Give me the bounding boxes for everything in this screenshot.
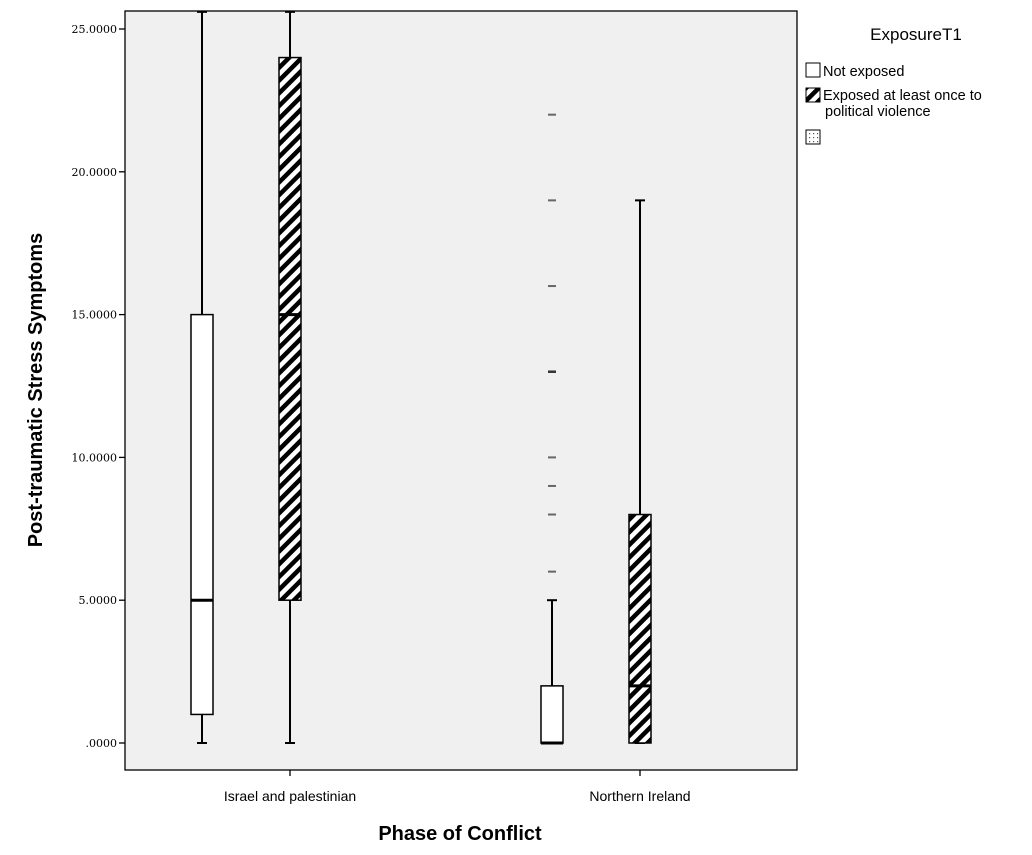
legend-title: ExposureT1 bbox=[870, 25, 962, 44]
box-body bbox=[278, 56, 302, 601]
y-tick-label: .0000 bbox=[86, 737, 118, 750]
x-tick-label: Israel and palestinian bbox=[224, 788, 356, 804]
y-tick-label: 25.0000 bbox=[72, 23, 118, 36]
y-axis: .0000 5.0000 10.0000 15.0000 20.0000 25.0000 bbox=[72, 23, 125, 750]
box-1-0 bbox=[278, 10, 302, 744]
legend: ExposureT1 Not exposed Exposed at least … bbox=[805, 25, 982, 145]
legend-entry-exposed-line2: political violence bbox=[825, 104, 931, 120]
y-tick-label: 5.0000 bbox=[79, 594, 118, 607]
x-axis: Israel and palestinian Northern Ireland bbox=[224, 770, 691, 804]
box-0-0 bbox=[190, 10, 214, 744]
x-axis-title: Phase of Conflict bbox=[378, 823, 542, 845]
box-body bbox=[540, 685, 564, 744]
y-axis-title: Post-traumatic Stress Symptoms bbox=[25, 233, 47, 548]
legend-swatch-exposed bbox=[805, 87, 821, 103]
legend-swatch-empty bbox=[805, 129, 821, 145]
plot-area bbox=[124, 10, 798, 771]
y-tick-label: 10.0000 bbox=[72, 451, 118, 464]
box-1-1 bbox=[628, 199, 652, 744]
x-tick-label: Northern Ireland bbox=[589, 788, 690, 804]
legend-entry-exposed-line1: Exposed at least once to bbox=[823, 88, 982, 104]
y-tick-label: 15.0000 bbox=[72, 309, 118, 322]
legend-swatch-not-exposed bbox=[805, 62, 821, 78]
box-body bbox=[190, 313, 214, 716]
y-tick-label: 20.0000 bbox=[72, 166, 118, 179]
box-0-1 bbox=[540, 113, 564, 745]
box-series bbox=[190, 10, 652, 745]
box-body bbox=[628, 513, 652, 744]
legend-entry-not-exposed: Not exposed bbox=[823, 64, 904, 80]
